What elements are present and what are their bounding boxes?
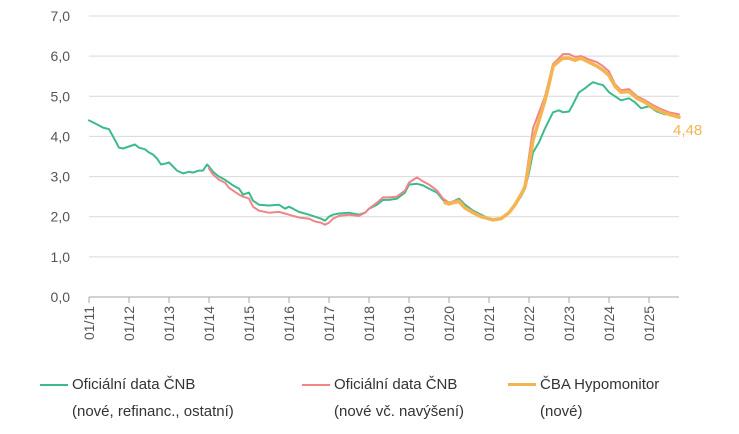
x-tick-label: 01/15 xyxy=(241,306,257,341)
legend-sublabel: (nové) xyxy=(540,403,583,420)
legend-label: ČBA Hypomonitor xyxy=(540,376,660,393)
legend: Oficiální data ČNB (nové, refinanc., ost… xyxy=(40,371,739,431)
legend-label: Oficiální data ČNB xyxy=(72,376,196,393)
legend-label: Oficiální data ČNB xyxy=(334,376,458,393)
series-lines xyxy=(88,53,681,226)
series-line-cnb-ostatni xyxy=(88,81,680,222)
x-axis: 01/11 01/12 01/13 01/14 01/15 01/16 01/17 01/18… xyxy=(81,296,679,341)
x-tick-label: 01/13 xyxy=(161,306,177,341)
y-tick-label: 5,0 xyxy=(51,88,71,104)
series-line-cnb-navyseni xyxy=(208,53,680,226)
gridlines xyxy=(89,15,679,258)
x-tick-label: 01/25 xyxy=(641,306,657,341)
x-tick-label: 01/11 xyxy=(81,306,97,340)
y-tick-label: 3,0 xyxy=(51,169,71,185)
end-value-label: 4,48 xyxy=(673,122,702,139)
legend-swatch-cba-hypomonitor xyxy=(508,383,536,386)
y-tick-label: 4,0 xyxy=(51,128,71,144)
legend-swatch-cnb-navyseni xyxy=(302,384,330,386)
x-tick-label: 01/19 xyxy=(401,306,417,341)
x-tick-label: 01/14 xyxy=(201,306,217,341)
x-tick-label: 01/18 xyxy=(361,306,377,341)
x-tick-label: 01/17 xyxy=(321,306,337,341)
legend-swatch-cnb-ostatni xyxy=(40,384,68,386)
x-tick-label: 01/12 xyxy=(121,306,137,341)
x-tick-label: 01/16 xyxy=(281,306,297,341)
legend-sublabel: (nové, refinanc., ostatní) xyxy=(72,403,234,420)
y-axis-ticks: 0,0 1,0 2,0 3,0 4,0 5,0 6,0 7,0 xyxy=(51,8,71,305)
x-tick-label: 01/24 xyxy=(601,306,617,341)
y-tick-label: 7,0 xyxy=(51,8,71,24)
x-tick-label: 01/20 xyxy=(441,306,457,341)
series-line-cba-hypomonitor xyxy=(443,56,681,222)
x-tick-label: 01/22 xyxy=(521,306,537,341)
x-tick-label: 01/23 xyxy=(561,306,577,341)
x-tick-label: 01/21 xyxy=(481,306,497,341)
y-tick-label: 2,0 xyxy=(51,209,71,225)
y-tick-label: 6,0 xyxy=(51,48,71,64)
legend-sublabel: (nové vč. navýšení) xyxy=(334,403,465,420)
y-tick-label: 1,0 xyxy=(51,249,71,265)
y-tick-label: 0,0 xyxy=(51,289,71,305)
